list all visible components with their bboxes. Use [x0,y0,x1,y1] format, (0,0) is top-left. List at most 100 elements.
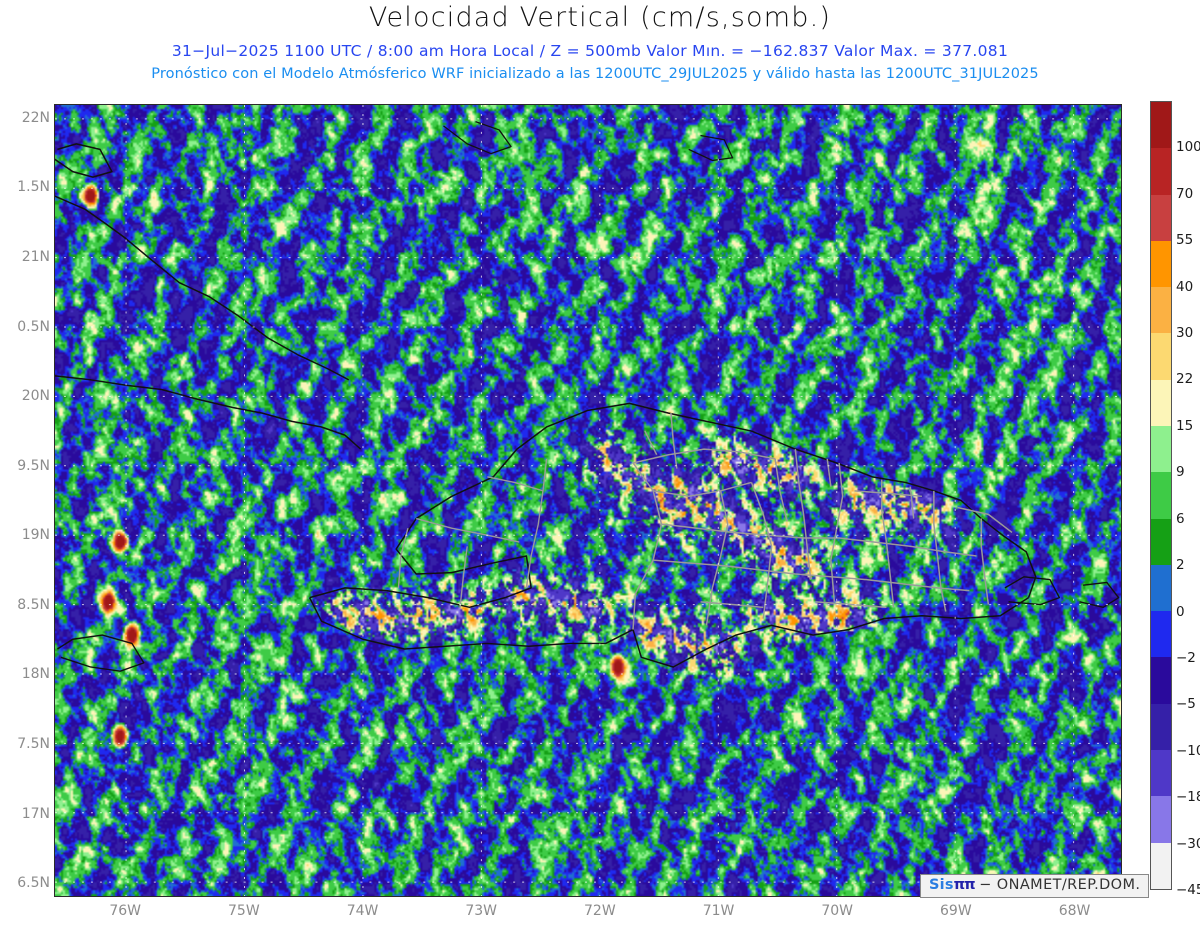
x-tick-label: 68W [1058,903,1091,919]
province-boundary [980,518,990,605]
coastline-turks [688,134,734,162]
y-tick-label: 1.5N [17,179,50,196]
lat-lon-gridlines [55,105,1121,896]
x-tick-label: 76W [109,903,142,919]
y-tick-label: 6.5N [17,875,50,892]
coastline-south [308,597,1029,668]
colorbar-tick: 2 [1176,557,1185,574]
y-axis: 22N 1.5N 21N 0.5N 20N 9.5N 19N 8.5N 18N 7.5N 17N 6.… [0,104,54,897]
colorbar [1150,101,1172,890]
colorbar-tick: −5 [1176,696,1196,713]
colorbar-tick: 40 [1176,278,1194,295]
coastline-cuba-south [55,195,350,381]
vertical-velocity-field [55,105,1121,896]
colorbar-tick: 70 [1176,185,1194,202]
haiti-department-boundary [416,517,520,543]
coastline-small-island [57,634,145,672]
province-boundary [881,479,895,608]
coastline-puerto-rico-west [1079,581,1120,609]
x-axis: 76W 75W 74W 73W 72W 71W 70W 69W 68W [54,899,1122,927]
haiti-department-boundary [397,528,409,588]
logo-agency-text: − ONAMET/REP.DOM. [979,877,1141,893]
colorbar-segment [1151,379,1171,426]
province-boundary [957,506,1013,534]
province-boundary [826,458,832,487]
y-tick-label: 7.5N [17,735,50,752]
map-boundaries-overlay [55,121,1120,672]
province-boundary [632,462,663,630]
province-boundary [909,486,915,519]
province-boundary [670,413,678,469]
y-tick-label: 9.5N [17,457,50,474]
x-tick-label: 74W [346,903,379,919]
colorbar-segment [1151,796,1171,843]
province-boundary [653,481,752,498]
colorbar-tick: 9 [1176,464,1185,481]
colorbar-tick: −30 [1176,835,1200,852]
province-boundary [933,490,947,612]
y-tick-label: 20N [21,388,50,405]
colorbar-segment [1151,518,1171,565]
province-boundary [774,458,788,522]
x-tick-label: 71W [702,903,735,919]
province-boundary [815,601,887,609]
colorbar-segment [1151,472,1171,519]
y-tick-label: 17N [21,805,50,822]
logo-pi-icon: ππ [953,877,976,893]
haiti-department-boundary [459,546,468,608]
colorbar-segment [1151,842,1171,889]
y-tick-label: 22N [21,109,50,126]
province-boundary [705,490,729,626]
y-tick-label: 0.5N [17,318,50,335]
coastline-north [309,402,1037,609]
colorbar-segment [1151,333,1171,380]
colorbar-segment [1151,703,1171,750]
haiti-department-boundary [487,476,544,492]
logo-sis-text: Sis [929,877,954,893]
y-tick-label: 19N [21,527,50,544]
colorbar-tick: 55 [1176,232,1194,249]
colorbar-tick: −45 [1176,882,1200,898]
coastline-bahamas-1 [443,121,512,155]
colorbar-tick: −18 [1176,789,1200,806]
colorbar-segment [1151,657,1171,704]
x-tick-label: 72W [584,903,616,919]
coastline-cuba-southeast [55,375,362,450]
y-tick-label: 8.5N [17,596,50,613]
province-boundary [750,482,773,619]
page-title: Velocidad Vertical (cm/s,somb.) [368,2,832,33]
province-boundary [661,523,977,557]
colorbar-segment [1151,287,1171,334]
province-boundary [794,449,812,580]
colorbar-tick: 6 [1176,510,1185,527]
colorbar-segment [1151,564,1171,612]
colorbar-tick: −2 [1176,649,1196,666]
colorbar-segment [1151,148,1171,195]
colorbar-tick: −10 [1176,742,1200,759]
colorbar-tick: 30 [1176,325,1194,342]
province-boundary [700,601,764,609]
colorbar-segment [1151,425,1171,473]
colorbar-tick: 22 [1176,371,1194,388]
colorbar-tick: 100 [1176,139,1200,156]
colorbar-segment [1151,240,1171,288]
subtitle-metadata: 31−Jul−2025 1100 UTC / 8:00 am Hora Loca… [171,42,1009,60]
x-tick-label: 70W [821,903,854,919]
subtitle-model-info: Pronóstico con el Modelo Atmósferico WRF… [151,66,1039,82]
x-tick-label: 73W [465,903,498,919]
colorbar-tick-labels: 100 70 55 40 30 22 15 9 6 2 0 −2 −5 −10 −18 −30 −45 [1174,101,1200,898]
y-tick-label: 18N [21,666,50,683]
x-tick-label: 75W [228,903,260,919]
province-boundary [644,430,658,456]
colorbar-segment [1151,194,1171,241]
coastline-cuba-bay [55,143,113,178]
colorbar-tick: 15 [1176,417,1194,434]
map-plot-area[interactable] [54,104,1122,897]
colorbar-tick: 0 [1176,603,1185,620]
y-tick-label: 21N [21,249,50,266]
x-tick-label: 69W [940,903,972,919]
attribution-logo: Sisππ − ONAMET/REP.DOM. [920,874,1150,898]
colorbar-segment [1151,611,1171,658]
province-boundary [653,559,970,592]
